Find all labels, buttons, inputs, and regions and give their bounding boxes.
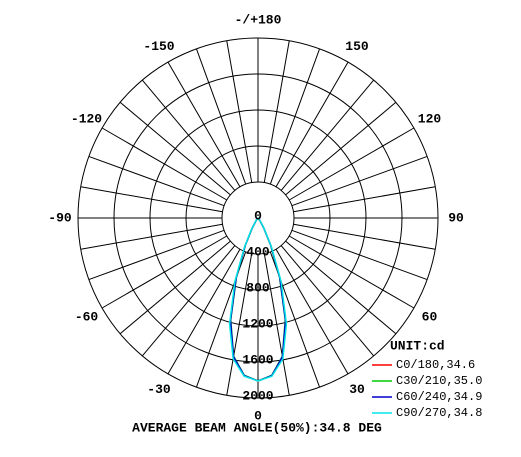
curve bbox=[228, 217, 288, 382]
angle-tick-label: 90 bbox=[448, 210, 464, 225]
grid-spoke bbox=[275, 61, 349, 188]
grid-spoke bbox=[263, 253, 290, 396]
angle-tick-label: -30 bbox=[147, 382, 171, 397]
grid-spoke bbox=[285, 101, 397, 196]
grid-spoke bbox=[195, 48, 247, 185]
grid-spoke bbox=[167, 248, 241, 375]
grid-spoke bbox=[275, 248, 349, 375]
unit-label: UNIT:cd bbox=[390, 338, 445, 353]
angle-tick-label: 150 bbox=[345, 39, 369, 54]
legend-label: C30/210,35.0 bbox=[396, 374, 482, 388]
grid-spoke bbox=[291, 229, 428, 281]
grid-spoke bbox=[226, 40, 253, 183]
grid-spoke bbox=[88, 229, 225, 281]
angle-tick-label: -90 bbox=[48, 210, 72, 225]
grid-spoke bbox=[269, 48, 321, 185]
legend-label: C60/240,34.9 bbox=[396, 390, 482, 404]
r-tick-label: 400 bbox=[246, 244, 270, 259]
grid-spoke bbox=[101, 127, 228, 201]
grid-spoke bbox=[88, 155, 225, 207]
angle-tick-label: 120 bbox=[418, 111, 442, 126]
grid-spoke bbox=[293, 223, 436, 250]
legend-label: C90/270,34.8 bbox=[396, 406, 482, 420]
grid-spoke bbox=[226, 253, 253, 396]
angle-tick-label: 60 bbox=[422, 309, 438, 324]
r-tick-label: 800 bbox=[246, 280, 270, 295]
angle-tick-label: 0 bbox=[254, 408, 262, 423]
angle-tick-label: 30 bbox=[349, 382, 365, 397]
grid-spoke bbox=[167, 61, 241, 188]
grid-spoke bbox=[288, 127, 415, 201]
grid-spoke bbox=[119, 240, 231, 335]
grid-spoke bbox=[119, 101, 231, 196]
grid-spoke bbox=[293, 186, 436, 213]
angle-tick-label: -150 bbox=[143, 39, 174, 54]
r-tick-label: 1200 bbox=[242, 316, 273, 331]
grid-spoke bbox=[280, 245, 375, 357]
angle-tick-label: -120 bbox=[71, 111, 102, 126]
grid-spoke bbox=[291, 155, 428, 207]
grid-spoke bbox=[101, 235, 228, 309]
legend-label: C0/180,34.6 bbox=[396, 358, 475, 372]
chart-title: AVERAGE BEAM ANGLE(50%):34.8 DEG bbox=[132, 420, 382, 435]
grid-spoke bbox=[263, 40, 290, 183]
r-tick-label: 0 bbox=[254, 208, 262, 223]
r-tick-label: 2000 bbox=[242, 388, 273, 403]
grid-spoke bbox=[80, 186, 223, 213]
grid-spoke bbox=[285, 240, 397, 335]
grid-spoke bbox=[280, 79, 375, 191]
angle-tick-label: -/+180 bbox=[235, 12, 282, 27]
grid-spoke bbox=[141, 79, 236, 191]
grid-spoke bbox=[80, 223, 223, 250]
grid-spoke bbox=[141, 245, 236, 357]
grid-spoke bbox=[288, 235, 415, 309]
r-tick-label: 1600 bbox=[242, 352, 273, 367]
angle-tick-label: -60 bbox=[75, 309, 99, 324]
